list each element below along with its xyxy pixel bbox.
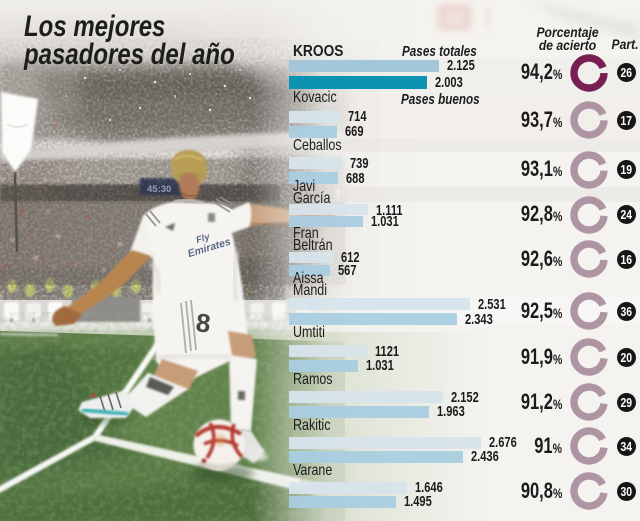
svg-text:45:30: 45:30 (147, 184, 171, 195)
svg-text:8: 8 (194, 307, 212, 338)
svg-text:Fly: Fly (195, 231, 212, 246)
